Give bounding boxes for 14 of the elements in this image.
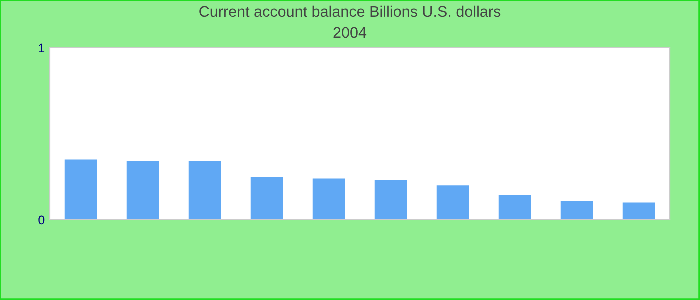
bar [126,162,160,220]
bar [374,180,408,220]
bar [560,201,594,220]
chart-title: Current account balance Billions U.S. dollars [200,6,501,18]
bar [250,177,284,220]
bar [64,160,98,220]
y-tick-label: 0 [38,216,45,225]
bar [188,162,222,220]
bar [498,195,532,220]
bar [622,202,656,220]
y-tick-label: 1 [39,44,45,53]
chart-subtitle: 2004 [334,27,367,38]
bar [312,178,346,220]
bar [436,186,470,220]
